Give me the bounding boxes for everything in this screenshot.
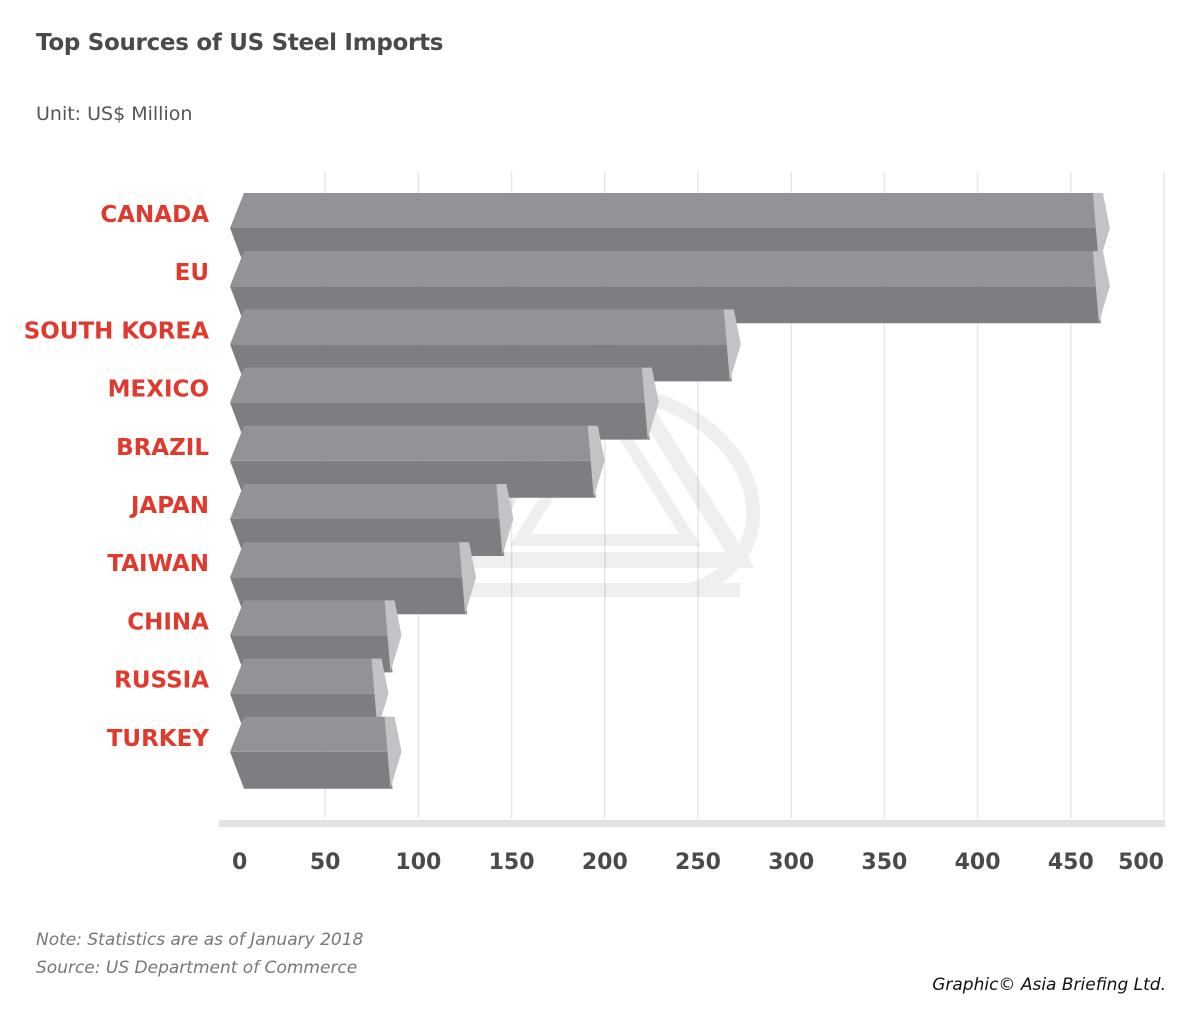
category-label-turkey: TURKEY (107, 726, 210, 752)
bar-turkey (230, 716, 402, 789)
bar-end-cap (1092, 193, 1110, 265)
category-label-japan: JAPAN (129, 493, 209, 519)
bar-top-face (230, 251, 1097, 287)
tick-label-300: 300 (768, 850, 814, 875)
bar-end-cap (384, 600, 402, 673)
bar-end-cap (384, 716, 402, 789)
bar-top-face (230, 309, 728, 345)
bar-end-cap (496, 484, 514, 556)
notes: Note: Statistics are as of January 2018 … (36, 926, 363, 982)
note-text: Note: Statistics are as of January 2018 (36, 930, 364, 950)
bar-top-face (230, 193, 1097, 228)
bar-top-face (230, 716, 389, 752)
bar-top-face (230, 484, 501, 519)
tick-label-350: 350 (861, 850, 907, 875)
chart-subtitle: Unit: US$ Million (36, 103, 193, 125)
bar-top-face (230, 425, 592, 461)
tick-label-250: 250 (675, 850, 721, 875)
x-axis-ticks: 0 50 100 150 200 250 300 350 400 450 500 (232, 850, 1164, 875)
bar-end-cap (723, 309, 741, 382)
bar-top-face (230, 367, 646, 403)
tick-label-100: 100 (395, 850, 441, 875)
chart-title: Top Sources of US Steel Imports (36, 30, 444, 56)
bar-end-cap (371, 658, 389, 731)
tick-label-400: 400 (955, 850, 1001, 875)
category-label-eu: EU (175, 260, 209, 286)
category-label-canada: CANADA (100, 202, 209, 228)
tick-label-50: 50 (310, 850, 341, 875)
tick-label-450: 450 (1048, 850, 1094, 875)
graphic-credit: Graphic© Asia Briefing Ltd. (932, 975, 1166, 995)
bar-end-cap (587, 425, 605, 498)
category-label-russia: RUSSIA (114, 668, 209, 694)
bar-front-face (230, 751, 393, 789)
tick-label-500: 500 (1118, 850, 1164, 875)
bar-end-cap (459, 542, 477, 615)
x-axis-line (219, 820, 1165, 827)
source-text: Source: US Department of Commerce (36, 958, 358, 978)
bar-top-face (230, 542, 464, 578)
category-label-mexico: MEXICO (108, 377, 209, 403)
tick-label-0: 0 (232, 850, 247, 875)
bar-top-face (230, 658, 376, 694)
tick-label-200: 200 (582, 850, 628, 875)
category-label-taiwan: TAIWAN (107, 551, 209, 577)
category-label-south-korea: SOUTH KOREA (24, 318, 210, 344)
tick-label-150: 150 (489, 850, 535, 875)
category-label-brazil: BRAZIL (116, 435, 209, 461)
bar-end-cap (641, 367, 659, 440)
bar-top-face (230, 600, 389, 636)
bar-end-cap (1092, 251, 1110, 324)
bars (230, 193, 1110, 789)
category-label-china: CHINA (127, 609, 209, 635)
category-labels: CANADA EU SOUTH KOREA MEXICO BRAZIL JAPAN TAIW… (24, 202, 210, 752)
